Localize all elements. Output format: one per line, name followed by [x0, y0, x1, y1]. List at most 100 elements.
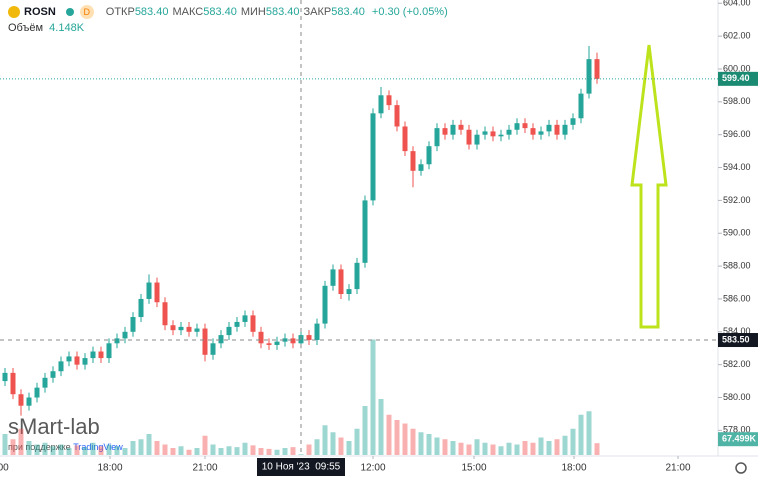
candle-body — [2, 372, 8, 382]
candle-body — [178, 326, 184, 331]
candle-body — [18, 394, 24, 406]
volume-bar — [258, 448, 264, 455]
volume-bar — [106, 444, 112, 455]
candle-body — [490, 131, 496, 137]
volume-bar — [282, 448, 288, 455]
volume-bar — [186, 449, 192, 455]
crosshair-price-label-box — [718, 333, 758, 348]
volume-bar — [306, 444, 312, 455]
volume-axis-label-box — [718, 432, 758, 447]
candle-body — [554, 124, 560, 135]
volume-bar — [554, 439, 560, 455]
volume-bar — [410, 428, 416, 455]
volume-bar — [82, 447, 88, 455]
candle-body — [234, 321, 240, 327]
y-tick-label: 588.00 — [723, 260, 751, 270]
candle-body — [258, 331, 264, 344]
candle-body — [506, 129, 512, 135]
volume-bar — [2, 434, 8, 455]
ohlc-label: МАКС — [172, 6, 204, 18]
x-tick-label: 15:00 — [0, 463, 9, 474]
candle-body — [514, 123, 520, 130]
candle-body — [146, 282, 152, 299]
candle-body — [130, 317, 136, 332]
volume-bar — [10, 439, 16, 455]
volume-bar — [506, 442, 512, 455]
volume-bar — [314, 439, 320, 455]
volume-bar — [530, 442, 536, 455]
ohlc-value: 583.40 — [265, 6, 300, 18]
x-tick-label: 21:00 — [192, 463, 217, 474]
candle-body — [26, 397, 32, 406]
candle-body — [562, 124, 568, 135]
volume-bar — [354, 428, 360, 455]
volume-bar — [26, 441, 32, 455]
crosshair-time-box — [257, 458, 345, 476]
candle-body — [538, 131, 544, 135]
overlay-layer — [0, 0, 718, 455]
candle-body — [10, 372, 16, 395]
candle-body — [42, 377, 48, 388]
candle-body — [306, 335, 312, 341]
status-dot — [65, 8, 74, 16]
candle-body — [346, 289, 352, 295]
volume-bar — [330, 432, 336, 455]
volume-bar — [322, 425, 328, 455]
candle-body — [218, 335, 224, 344]
watermark-sub: при поддержке TradingView — [8, 442, 123, 452]
candle-body — [402, 126, 408, 152]
volume-bar — [154, 441, 160, 455]
volume-bar — [226, 446, 232, 455]
candle-body — [194, 328, 200, 332]
candle-body — [186, 326, 192, 332]
y-tick-label: 602.00 — [723, 31, 751, 41]
volume-bar — [98, 446, 104, 455]
volume-bar — [218, 448, 224, 455]
volume-bar — [498, 446, 504, 455]
candle-body — [106, 343, 112, 359]
candle-body — [354, 262, 360, 290]
volume-bar — [514, 444, 520, 455]
candle-body — [170, 325, 176, 331]
candle-body — [370, 113, 376, 201]
volume-bar — [418, 432, 424, 455]
candle-body — [210, 343, 216, 355]
volume-bar — [66, 448, 72, 455]
volume-bar — [210, 444, 216, 455]
ohlc-value: 583.40 — [331, 6, 365, 18]
change: +0.30 (+0.05%) — [371, 6, 448, 18]
legend-header: ROSN D ОТКР 583.40 МАКС 583.40 МИН 583.40 ЗАКР… — [0, 3, 451, 21]
volume-bar — [18, 428, 24, 455]
x-tick-label: 12:00 — [360, 463, 385, 474]
volume-bar — [290, 447, 296, 455]
candle-body — [90, 351, 96, 359]
settings-icon[interactable] — [735, 462, 747, 474]
candle-body — [290, 338, 296, 344]
volume-bar — [362, 406, 368, 455]
y-tick-label: 600.00 — [723, 63, 751, 73]
y-tick-label: 596.00 — [723, 129, 751, 139]
candle-body — [586, 59, 592, 94]
volume-bar — [74, 445, 80, 455]
candle-body — [546, 124, 552, 132]
volume-bar — [34, 444, 40, 455]
volume-bar — [274, 449, 280, 455]
watermark: sMart-lab — [8, 414, 100, 439]
candle-body — [458, 124, 464, 130]
volume-bar — [178, 446, 184, 455]
volume-bar — [474, 439, 480, 455]
volume-bar — [402, 423, 408, 455]
candle-body — [74, 356, 80, 365]
candle-body — [450, 124, 456, 135]
y-tick-label: 578.00 — [723, 425, 751, 435]
y-tick-label: 594.00 — [723, 162, 751, 172]
x-tick-label: 18:00 — [97, 463, 122, 474]
y-tick-label: 592.00 — [723, 195, 751, 205]
ohlc-label: МИН — [240, 6, 266, 18]
volume-bar — [570, 428, 576, 455]
ohlc-label: ЗАКР — [303, 6, 332, 18]
candle-body — [98, 351, 104, 359]
volume-bar — [138, 439, 144, 455]
volume-bar — [242, 442, 248, 455]
volume-bar — [162, 444, 168, 455]
